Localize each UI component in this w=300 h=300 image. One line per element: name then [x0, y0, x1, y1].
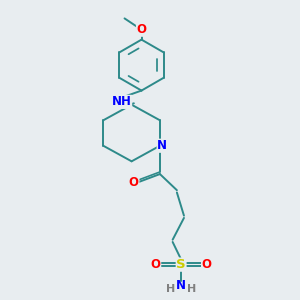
Text: NH: NH: [112, 95, 132, 108]
Text: O: O: [136, 23, 146, 36]
Text: O: O: [151, 258, 161, 271]
Text: N: N: [157, 139, 167, 152]
Text: H: H: [166, 284, 175, 294]
Text: N: N: [176, 279, 186, 292]
Text: H: H: [187, 284, 196, 294]
Text: S: S: [176, 258, 186, 271]
Text: O: O: [129, 176, 139, 189]
Text: O: O: [202, 258, 212, 271]
